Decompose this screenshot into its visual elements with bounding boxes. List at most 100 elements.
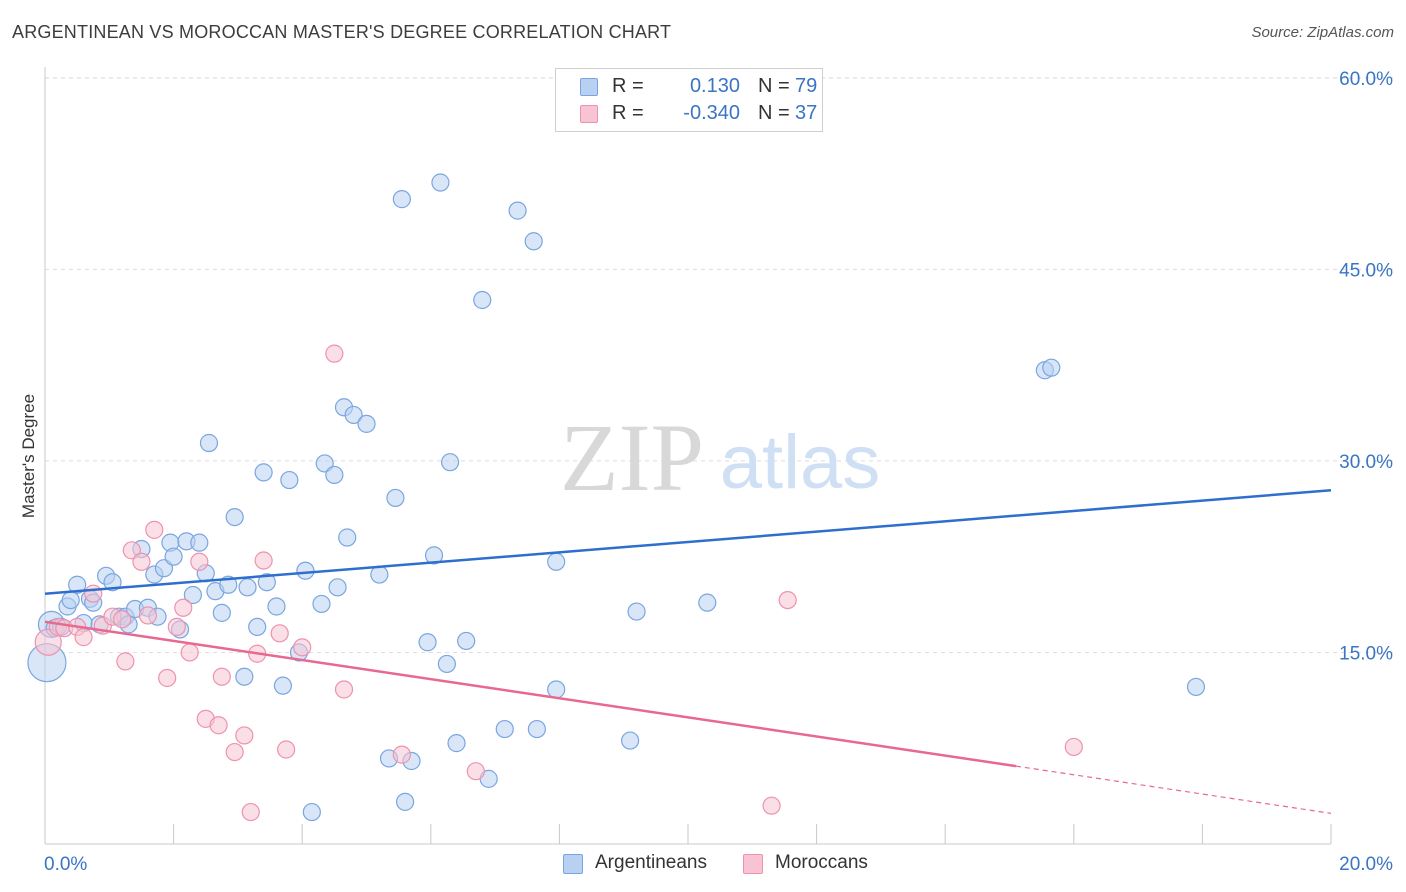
moroccan-point	[392, 745, 411, 764]
moroccan-trend-extension	[1015, 765, 1332, 814]
correlation-legend: R = 0.130 N = 79 R = -0.340 N = 37	[555, 68, 823, 132]
moroccan-point	[113, 610, 132, 629]
moroccan-point	[334, 680, 354, 699]
argentinean-point	[370, 565, 389, 584]
y-axis-label: Master's Degree	[19, 394, 38, 518]
bottom-legend-label: Argentineans	[595, 852, 707, 873]
moroccan-point	[74, 628, 93, 647]
argentinean-point	[296, 561, 315, 580]
axes	[44, 67, 1332, 845]
moroccan-point	[212, 667, 231, 686]
gridlines	[45, 77, 1394, 653]
moroccan-point	[209, 716, 228, 735]
argentinean-point	[447, 734, 466, 753]
argentinean-point	[547, 680, 566, 699]
argentinean-point	[199, 433, 219, 453]
argentinean-point	[267, 597, 286, 616]
tick-labels: 15.0% 30.0% 45.0% 60.0% 0.0% 20.0%	[44, 69, 1393, 875]
argentinean-point	[254, 463, 273, 482]
moroccan-point	[132, 552, 151, 571]
moroccan-point	[158, 668, 177, 688]
y-tick-label: 60.0%	[1339, 69, 1393, 90]
argentinean-point	[698, 593, 717, 612]
bottom-legend-label: Moroccans	[775, 852, 868, 873]
moroccan-point	[180, 643, 199, 662]
source-credit: Source: ZipAtlas.com	[1251, 24, 1394, 41]
moroccan-point	[325, 344, 344, 363]
argentinean-point	[457, 631, 476, 651]
moroccan-point	[167, 617, 186, 637]
moroccan-trend-line	[44, 620, 1017, 768]
argentinean-point	[328, 578, 347, 597]
moroccan-point	[1064, 737, 1083, 757]
argentinean-point	[344, 405, 363, 425]
moroccan-point	[174, 598, 193, 617]
legend-n-label: N =	[758, 75, 790, 97]
legend-n-value: 79	[795, 75, 818, 97]
legend-r-label: R =	[612, 75, 644, 97]
argentinean-point	[524, 232, 543, 251]
data-points	[27, 173, 1206, 822]
moroccan-point	[254, 551, 273, 570]
argentinean-point	[212, 603, 231, 622]
argentinean-point	[280, 470, 299, 490]
y-tick-label: 15.0%	[1339, 643, 1393, 664]
argentinean-point	[68, 575, 87, 594]
legend-n-value: 37	[795, 102, 818, 124]
argentinean-point	[547, 552, 566, 571]
argentinean-point	[431, 173, 450, 192]
argentinean-point	[424, 546, 444, 565]
argentinean-point	[621, 731, 640, 750]
argentinean-point	[61, 590, 80, 610]
argentinean-point	[508, 201, 527, 220]
moroccan-point	[225, 742, 244, 762]
watermark-zip-text: ZIP	[560, 404, 704, 511]
argentinean-point	[103, 573, 122, 592]
legend-r-value: 0.130	[689, 75, 740, 97]
moroccan-point	[138, 606, 157, 625]
argentinean-point	[235, 667, 254, 686]
moroccan-point	[34, 628, 62, 656]
legend-swatch-pink	[580, 105, 598, 123]
argentinean-trend-line	[44, 489, 1332, 595]
argentinean-point	[527, 719, 546, 739]
moroccan-point	[277, 740, 296, 759]
argentinean-point	[437, 654, 456, 674]
argentinean-point	[1186, 677, 1206, 697]
legend-n-label: N =	[758, 102, 790, 124]
argentinean-point	[440, 453, 460, 472]
moroccan-point	[241, 802, 260, 822]
moroccan-point	[270, 624, 289, 643]
argentinean-point	[257, 573, 276, 592]
argentinean-point	[312, 594, 331, 614]
argentinean-point	[238, 578, 257, 597]
y-tick-label: 30.0%	[1339, 452, 1393, 473]
argentinean-point	[225, 507, 244, 527]
argentinean-point	[302, 802, 321, 822]
moroccan-point	[235, 726, 254, 745]
argentinean-point	[183, 585, 202, 605]
moroccan-point	[466, 762, 485, 781]
moroccan-point	[116, 652, 135, 671]
argentinean-point	[338, 528, 357, 547]
argentinean-point	[495, 719, 514, 739]
argentinean-point	[418, 633, 437, 652]
argentinean-point	[248, 617, 267, 637]
moroccan-point	[293, 638, 312, 657]
bottom-legend-swatch-blue	[563, 854, 583, 874]
legend-r-value: -0.340	[683, 102, 740, 124]
moroccan-point	[778, 590, 797, 610]
moroccan-point	[190, 552, 209, 571]
x-tick-label: 20.0%	[1339, 854, 1393, 875]
argentinean-point	[164, 547, 183, 566]
watermark: ZIP atlas	[560, 404, 880, 511]
argentinean-point	[395, 792, 415, 811]
argentinean-point	[357, 414, 376, 433]
argentinean-point	[273, 676, 293, 695]
argentinean-point	[392, 190, 411, 209]
x-tick-label: 0.0%	[44, 854, 87, 875]
argentinean-point	[1042, 358, 1061, 377]
legend-r-label: R =	[612, 102, 644, 124]
argentinean-point	[386, 488, 405, 508]
